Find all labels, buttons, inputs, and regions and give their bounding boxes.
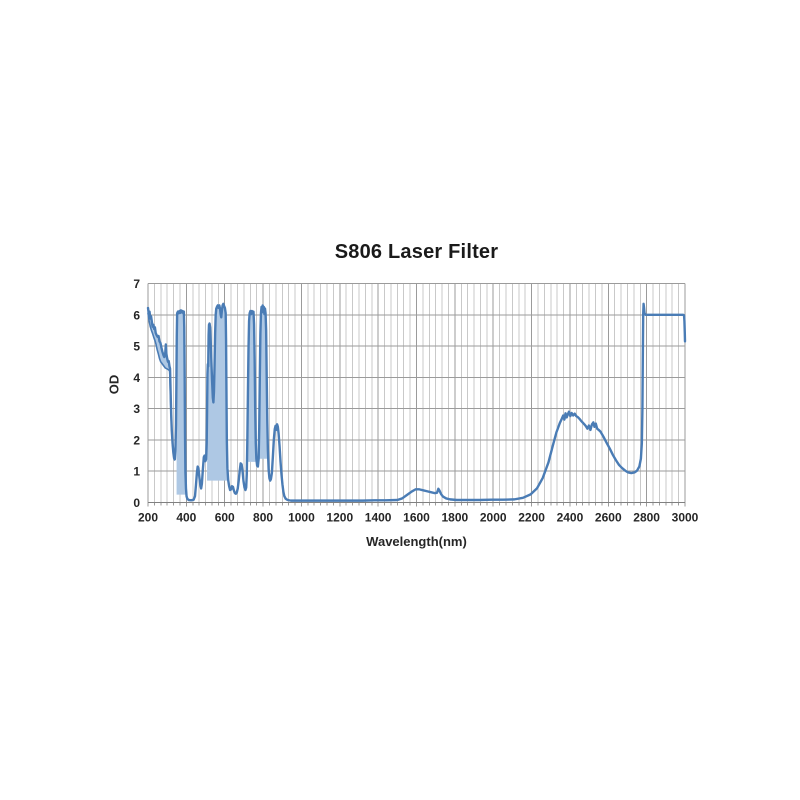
x-axis-label: Wavelength(nm) (366, 534, 467, 549)
x-tick-label: 400 (176, 511, 196, 525)
x-tick-label: 200 (138, 511, 158, 525)
y-tick-label: 1 (133, 465, 140, 479)
x-tick-label: 1000 (288, 511, 315, 525)
y-tick-label: 6 (133, 308, 140, 322)
curve-fill-uv-noise-band (148, 307, 175, 460)
x-tick-label: 2000 (480, 511, 507, 525)
y-tick-label: 2 (133, 433, 140, 447)
x-tick-label: 600 (215, 511, 235, 525)
od-curve (146, 302, 687, 502)
x-tick-label: 3000 (672, 511, 699, 525)
y-tick-label: 3 (133, 402, 140, 416)
chart-title: S806 Laser Filter (334, 241, 499, 263)
x-tick-label: 2800 (633, 511, 660, 525)
x-tick-label: 2400 (557, 511, 584, 525)
x-tick-label: 1400 (365, 511, 392, 525)
y-tick-label: 5 (133, 340, 140, 354)
x-tick-label: 2200 (518, 511, 545, 525)
x-tick-label: 800 (253, 511, 273, 525)
x-tick-label: 1200 (326, 511, 353, 525)
x-tick-label: 1800 (442, 511, 469, 525)
plot-canvas: 200 400 600 800 1000 1200 1400 1600 1800 2000 2200… (133, 277, 699, 525)
curve-fill-vis-peak-cluster (207, 306, 228, 481)
x-tick-label: 1600 (403, 511, 430, 525)
y-tick-label: 7 (133, 277, 140, 291)
x-tick-label: 2600 (595, 511, 622, 525)
laser-filter-chart: S806 Laser Filter OD 200 400 600 800 1000 120… (90, 225, 730, 570)
y-tick-label: 0 (133, 496, 140, 510)
y-tick-label: 4 (133, 371, 140, 385)
